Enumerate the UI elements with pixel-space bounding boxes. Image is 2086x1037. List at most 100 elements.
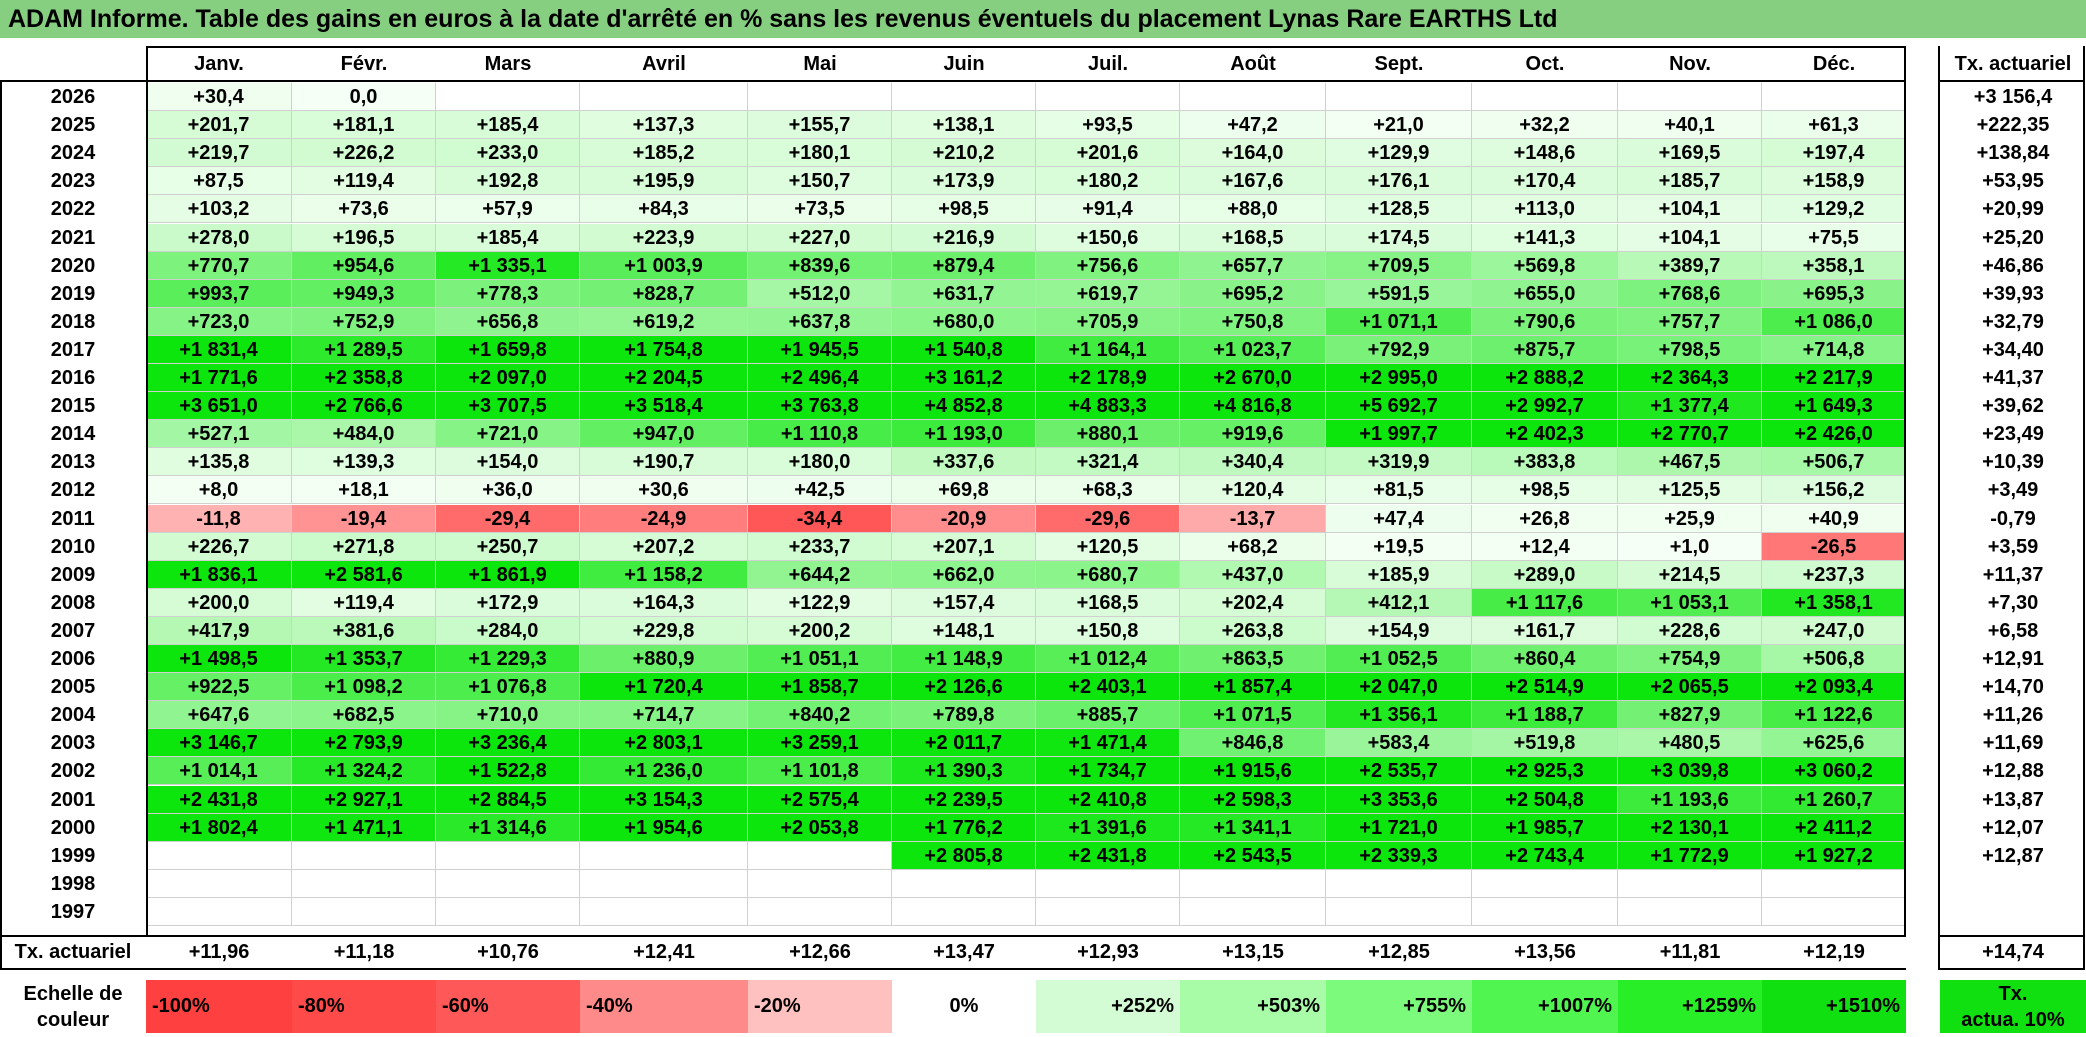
value-cell: +1 771,6	[146, 364, 292, 392]
color-scale-swatch: +1007%	[1472, 980, 1618, 1033]
value-cell: +40,9	[1762, 504, 1906, 533]
color-scale-swatch: -40%	[580, 980, 748, 1033]
value-cell	[1036, 869, 1180, 898]
value-cell: +3 154,3	[580, 785, 748, 814]
value-cell: +91,4	[1036, 195, 1180, 224]
tx-value: +10,39	[1982, 451, 2044, 474]
tx-value	[1940, 870, 2086, 898]
value-cell: +714,8	[1762, 335, 1906, 364]
value-cell	[1618, 869, 1762, 898]
value-cell: +1 471,4	[1036, 729, 1180, 758]
value-cell: +721,0	[436, 420, 580, 449]
year-label: 2020	[50, 254, 96, 277]
color-scale-swatch: -100%	[146, 980, 292, 1033]
tx-value: +12,87	[1982, 844, 2044, 867]
value-cell: +5 692,7	[1326, 392, 1472, 421]
value-cell: +1 110,8	[748, 420, 892, 449]
value-cell: +709,5	[1326, 251, 1472, 280]
value-cell	[292, 841, 436, 870]
month-header: Août	[1230, 53, 1276, 75]
value-cell	[1472, 897, 1618, 926]
value-cell: +754,9	[1618, 645, 1762, 673]
value-cell: +723,0	[146, 307, 292, 336]
tx-value: +53,95	[1982, 170, 2044, 193]
value-cell: +682,5	[292, 701, 436, 730]
color-scale-swatch: +755%	[1326, 980, 1472, 1033]
value-cell	[580, 869, 748, 898]
value-cell: +2 065,5	[1618, 673, 1762, 702]
value-cell: +1 857,4	[1180, 673, 1326, 702]
value-cell: +1 945,5	[748, 335, 892, 364]
value-cell	[580, 83, 748, 111]
value-cell: +2 543,5	[1180, 841, 1326, 870]
tx-value: +25,20	[1982, 226, 2044, 249]
value-cell: +657,7	[1180, 251, 1326, 280]
value-cell: +2 411,2	[1762, 813, 1906, 842]
tx-value: +46,86	[1982, 254, 2044, 277]
value-cell: +1 390,3	[892, 757, 1036, 786]
value-cell: +158,9	[1762, 167, 1906, 196]
value-cell: +25,9	[1618, 504, 1762, 533]
value-cell: +75,5	[1762, 223, 1906, 252]
value-cell: +4 883,3	[1036, 392, 1180, 421]
year-label: 2019	[50, 282, 96, 305]
tx-value: +12,91	[1982, 648, 2044, 670]
tx-value: +12,88	[1982, 760, 2044, 783]
value-cell: +1 391,6	[1036, 813, 1180, 842]
value-cell: +30,6	[580, 476, 748, 505]
year-label: 2001	[50, 788, 96, 811]
value-cell: +190,7	[580, 448, 748, 477]
value-cell: +87,5	[146, 167, 292, 196]
value-cell: +2 403,1	[1036, 673, 1180, 702]
value-cell: +156,2	[1762, 476, 1906, 505]
value-cell: +119,4	[292, 588, 436, 617]
value-cell: +229,8	[580, 616, 748, 645]
value-cell: +1 335,1	[436, 251, 580, 280]
year-label: 2007	[50, 619, 96, 642]
value-cell: +263,8	[1180, 616, 1326, 645]
value-cell: +128,5	[1326, 195, 1472, 224]
year-label: 2011	[51, 507, 95, 530]
value-cell: +73,6	[292, 195, 436, 224]
border-line	[0, 80, 2, 970]
value-cell	[580, 897, 748, 926]
value-cell: +2 358,8	[292, 364, 436, 392]
value-cell: +1 122,6	[1762, 701, 1906, 730]
value-cell: +1 734,7	[1036, 757, 1180, 786]
value-cell: +1 052,5	[1326, 645, 1472, 673]
tx-value: +3,49	[1987, 479, 2039, 502]
tx-value: +6,58	[1987, 619, 2039, 642]
value-cell: +383,8	[1472, 448, 1618, 477]
value-cell: +2 803,1	[580, 729, 748, 758]
month-header: Mai	[803, 53, 837, 75]
value-cell: +180,1	[748, 139, 892, 168]
month-header: Déc.	[1812, 53, 1856, 75]
value-cell: +154,0	[436, 448, 580, 477]
value-cell: +710,0	[436, 701, 580, 730]
value-cell: -19,4	[292, 504, 436, 533]
value-cell: +1 003,9	[580, 251, 748, 280]
value-cell: +1 358,1	[1762, 588, 1906, 617]
value-cell	[1036, 83, 1180, 111]
value-cell: +137,3	[580, 111, 748, 140]
value-cell: +135,8	[146, 448, 292, 477]
month-header: Juin	[943, 53, 985, 75]
value-cell: +2 364,3	[1618, 364, 1762, 392]
value-cell: +846,8	[1180, 729, 1326, 758]
value-cell: +233,0	[436, 139, 580, 168]
year-label: 2025	[50, 114, 96, 137]
value-cell: +168,5	[1036, 588, 1180, 617]
value-cell: +2 011,7	[892, 729, 1036, 758]
value-cell: +227,0	[748, 223, 892, 252]
value-cell: +512,0	[748, 279, 892, 308]
tx-value: +23,49	[1982, 423, 2044, 446]
value-cell: +790,6	[1472, 307, 1618, 336]
value-cell: +36,0	[436, 476, 580, 505]
value-cell: +122,9	[748, 588, 892, 617]
value-cell: +437,0	[1180, 560, 1326, 589]
value-cell: +1 071,1	[1326, 307, 1472, 336]
value-cell: -13,7	[1180, 504, 1326, 533]
value-cell: +1 236,0	[580, 757, 748, 786]
value-cell: -24,9	[580, 504, 748, 533]
tx-value: +13,87	[1982, 788, 2044, 811]
